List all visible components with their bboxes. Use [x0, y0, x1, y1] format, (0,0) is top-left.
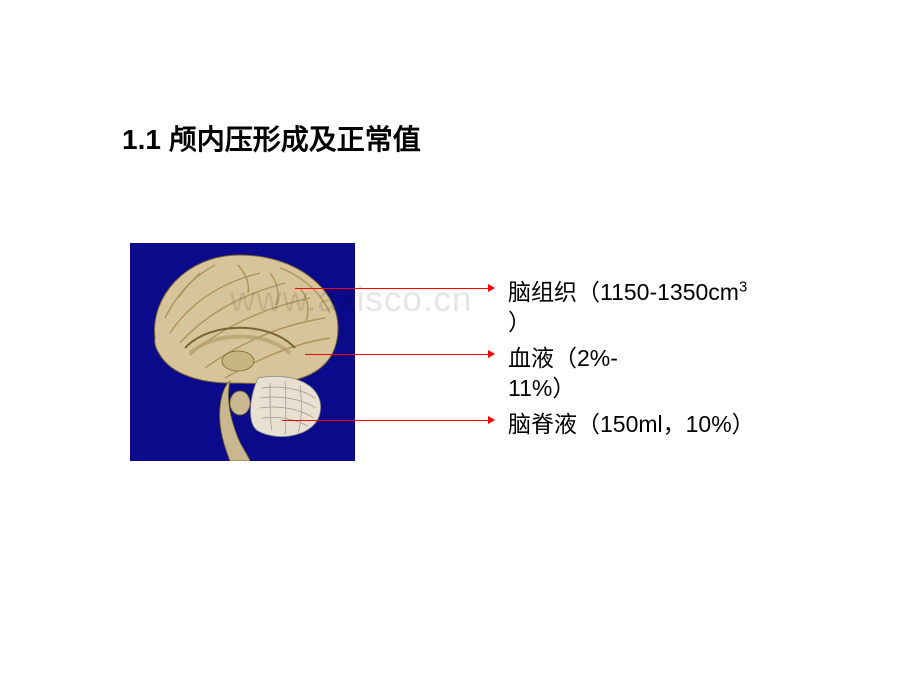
brain-illustration — [130, 243, 355, 461]
label-csf: 脑脊液（150ml，10%） — [508, 405, 755, 439]
label-blood-1: 血液（2%- — [508, 339, 618, 373]
label-blood-2: 11%） — [508, 369, 575, 403]
slide: 1.1 颅内压形成及正常值 — [0, 0, 920, 690]
brain-figure — [130, 243, 355, 461]
slide-title: 1.1 颅内压形成及正常值 — [122, 118, 421, 158]
label-brain-tissue-1: 脑组织（1150-1350cm3 — [508, 273, 747, 307]
label-brain-tissue-2: ） — [508, 303, 531, 337]
